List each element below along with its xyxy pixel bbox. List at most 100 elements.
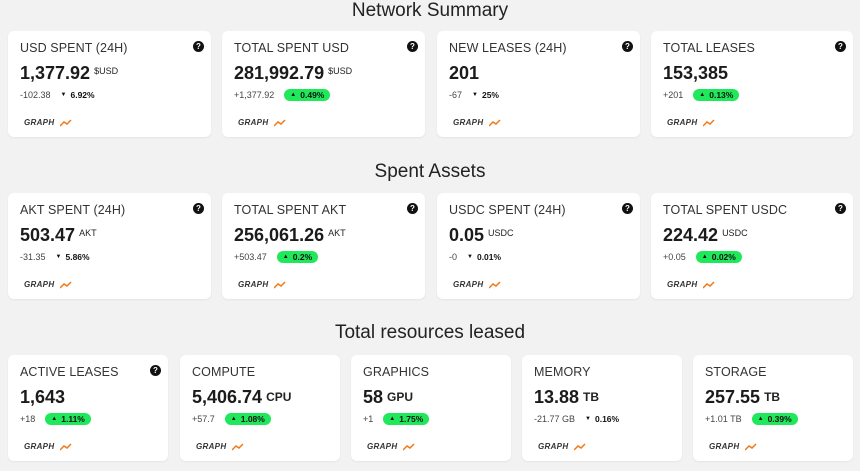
card-title: COMPUTE	[192, 365, 256, 379]
help-icon[interactable]: ?	[622, 203, 633, 214]
arrow-down-icon: ▼	[585, 416, 591, 422]
graph-link[interactable]: GRAPH	[24, 442, 72, 451]
graph-link[interactable]: GRAPH	[667, 280, 715, 289]
graph-label: GRAPH	[453, 118, 484, 127]
help-icon[interactable]: ?	[835, 203, 846, 214]
card-title: USDC SPENT (24H)	[449, 203, 566, 217]
stat-card-compute: COMPUTE 5,406.74 CPU +57.7 ▲ 1.08% GRAPH	[180, 355, 340, 461]
stat-card-new-leases-24h: NEW LEASES (24H) ? 201 -67 ▼ 25% GRAPH	[437, 31, 640, 137]
change-absolute: -67	[449, 90, 463, 100]
card-value: 224.42	[663, 225, 719, 245]
card-title: TOTAL SPENT AKT	[234, 203, 347, 217]
card-unit: USDC	[488, 228, 514, 238]
graph-link[interactable]: GRAPH	[709, 442, 757, 451]
change-absolute: +0.05	[663, 252, 686, 262]
card-title: ACTIVE LEASES	[20, 365, 119, 379]
card-value: 5,406.74	[192, 387, 263, 407]
trending-up-icon	[574, 442, 586, 451]
change-absolute: -31.35	[20, 252, 46, 262]
help-icon[interactable]: ?	[835, 41, 846, 52]
arrow-up-icon: ▲	[699, 92, 706, 98]
change-absolute: +503.47	[234, 252, 267, 262]
card-title: NEW LEASES (24H)	[449, 41, 567, 55]
graph-link[interactable]: GRAPH	[667, 118, 715, 127]
graph-link[interactable]: GRAPH	[196, 442, 244, 451]
section-title-spent-assets: Spent Assets	[374, 161, 486, 182]
graph-link[interactable]: GRAPH	[453, 118, 501, 127]
card-title: TOTAL SPENT USDC	[663, 203, 788, 217]
change-percent: 0.2%	[292, 252, 313, 262]
stat-card-graphics: GRAPHICS 58 GPU +1 ▲ 1.75% GRAPH	[351, 355, 511, 461]
card-unit: TB	[583, 390, 600, 404]
change-percent-badge: ▼ 0.16%	[585, 413, 625, 425]
trending-up-icon	[60, 118, 72, 127]
help-icon[interactable]: ?	[150, 365, 161, 376]
help-icon[interactable]: ?	[193, 41, 204, 52]
card-title: USD SPENT (24H)	[20, 41, 128, 55]
graph-link[interactable]: GRAPH	[238, 118, 286, 127]
trending-up-icon	[60, 442, 72, 451]
card-title: AKT SPENT (24H)	[20, 203, 126, 217]
change-absolute: -102.38	[20, 90, 51, 100]
card-unit: $USD	[328, 66, 353, 76]
card-value: 281,992.79	[234, 63, 325, 83]
help-icon[interactable]: ?	[622, 41, 633, 52]
graph-label: GRAPH	[24, 118, 55, 127]
graph-label: GRAPH	[709, 442, 740, 451]
stat-card-total-leases: TOTAL LEASES ? 153,385 +201 ▲ 0.13% GRAPH	[651, 31, 853, 137]
card-value: 257.55	[705, 387, 761, 407]
graph-link[interactable]: GRAPH	[453, 280, 501, 289]
change-percent: 5.86%	[65, 252, 90, 262]
graph-label: GRAPH	[24, 442, 55, 451]
change-absolute: -0	[449, 252, 458, 262]
stat-card-storage: STORAGE 257.55 TB +1.01 TB ▲ 0.39% GRAPH	[693, 355, 853, 461]
change-percent-badge: ▲ 0.13%	[693, 89, 740, 101]
help-icon[interactable]: ?	[407, 41, 418, 52]
graph-link[interactable]: GRAPH	[24, 118, 72, 127]
card-title: TOTAL LEASES	[663, 41, 755, 55]
card-unit: GPU	[387, 390, 414, 404]
card-value: 256,061.26	[234, 225, 325, 245]
stat-card-akt-spent-24h: AKT SPENT (24H) ? 503.47 AKT -31.35 ▼ 5.86…	[8, 193, 211, 299]
section-title-total-resources-leased: Total resources leased	[334, 322, 526, 343]
change-percent: 1.75%	[399, 414, 424, 424]
change-percent: 1.11%	[61, 414, 85, 424]
arrow-up-icon: ▲	[51, 416, 58, 422]
help-icon[interactable]: ?	[407, 203, 418, 214]
card-title: MEMORY	[534, 365, 591, 379]
graph-link[interactable]: GRAPH	[238, 280, 286, 289]
graph-link[interactable]: GRAPH	[538, 442, 586, 451]
arrow-up-icon: ▲	[282, 254, 289, 260]
card-unit: AKT	[328, 228, 346, 238]
card-unit: AKT	[79, 228, 97, 238]
change-absolute: +1.01 TB	[705, 414, 742, 424]
change-percent-badge: ▲ 0.2%	[276, 251, 319, 263]
arrow-up-icon: ▲	[701, 254, 708, 260]
card-value: 503.47	[20, 225, 76, 245]
change-percent: 0.16%	[594, 414, 620, 424]
graph-label: GRAPH	[367, 442, 398, 451]
change-percent-badge: ▲ 0.49%	[284, 89, 331, 101]
graph-label: GRAPH	[538, 442, 569, 451]
graph-label: GRAPH	[667, 280, 698, 289]
change-percent-badge: ▼ 5.86%	[56, 251, 96, 263]
trending-up-icon	[274, 280, 286, 289]
graph-link[interactable]: GRAPH	[24, 280, 72, 289]
stat-card-total-spent-usdc: TOTAL SPENT USDC ? 224.42 USDC +0.05 ▲ 0.0…	[651, 193, 853, 299]
card-value: 0.05	[449, 225, 485, 245]
card-value: 201	[449, 63, 480, 83]
change-percent: 1.08%	[240, 414, 265, 424]
change-percent-badge: ▲ 1.75%	[383, 413, 430, 425]
graph-label: GRAPH	[667, 118, 698, 127]
card-unit: CPU	[266, 390, 292, 404]
change-absolute: +201	[663, 90, 684, 100]
change-percent: 25%	[481, 90, 499, 100]
change-percent-badge: ▼ 0.01%	[467, 251, 507, 263]
graph-link[interactable]: GRAPH	[367, 442, 415, 451]
change-percent-badge: ▲ 1.08%	[224, 413, 271, 425]
card-unit: TB	[764, 390, 781, 404]
stat-card-active-leases: ACTIVE LEASES ? 1,643 +18 ▲ 1.11% GRAPH	[8, 355, 168, 461]
stat-card-usd-spent-24h: USD SPENT (24H) ? 1,377.92 $USD -102.38 ▼…	[8, 31, 211, 137]
help-icon[interactable]: ?	[193, 203, 204, 214]
card-value: 58	[363, 387, 384, 407]
